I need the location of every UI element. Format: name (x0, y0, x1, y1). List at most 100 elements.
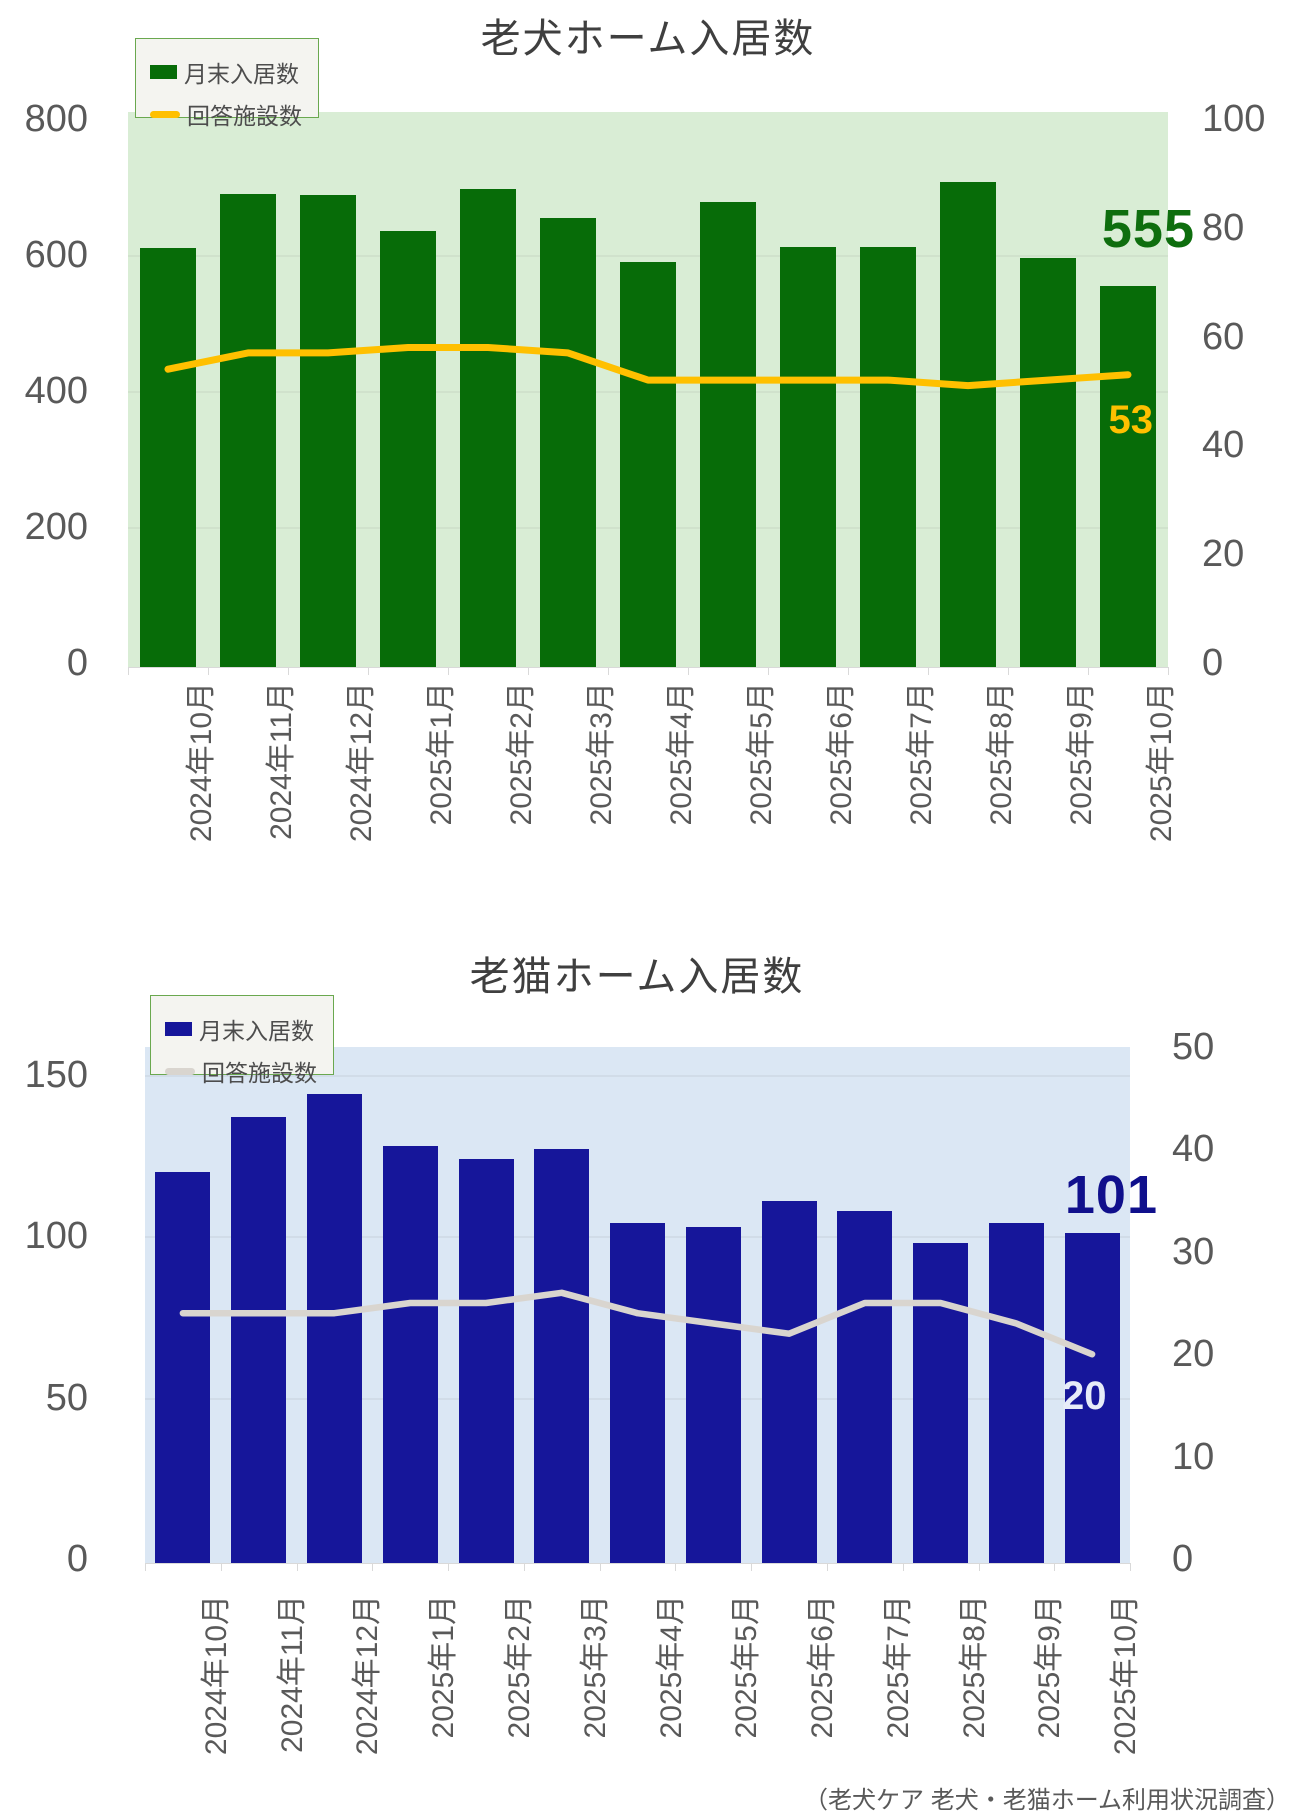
x-axis-category-label: 2024年11月 (275, 1595, 309, 1753)
bar (306, 1094, 362, 1563)
dog-chart-legend: 月末入居数 回答施設数 (135, 38, 319, 129)
x-axis-tick (296, 1563, 298, 1571)
bar (1100, 285, 1156, 667)
bar (140, 248, 196, 667)
x-axis-tick (448, 667, 449, 675)
x-axis-tick (372, 1563, 374, 1571)
right-axis-tick-label: 20 (1202, 533, 1245, 576)
bar (988, 1223, 1044, 1563)
legend-item-line: 回答施設数 (165, 1054, 317, 1088)
x-axis-category-label: 2025年10月 (1145, 682, 1178, 843)
x-axis-category-label: 2025年2月 (503, 1595, 536, 1739)
x-axis-category-label: 2025年1月 (427, 1595, 461, 1739)
right-axis-tick-label: 0 (1202, 642, 1224, 684)
x-axis-category-label: 2024年11月 (265, 682, 298, 840)
x-axis-category-label: 2025年3月 (585, 682, 618, 826)
x-axis-tick (288, 667, 289, 675)
x-axis-category-label: 2024年12月 (351, 1595, 385, 1756)
legend-line-label: 回答施設数 (202, 1060, 317, 1086)
x-axis-category-label: 2024年12月 (345, 682, 378, 843)
bar (913, 1242, 969, 1563)
x-axis-tick (528, 667, 529, 675)
cat-last-line-value-label: 20 (1062, 1374, 1107, 1418)
right-axis-tick-label: 20 (1172, 1333, 1215, 1376)
x-axis-tick (448, 1563, 450, 1571)
x-axis-tick (928, 667, 929, 675)
legend-bar-label: 月末入居数 (199, 1018, 314, 1044)
bar (300, 195, 356, 667)
x-axis-tick (978, 1563, 980, 1571)
right-axis-tick-label: 40 (1172, 1128, 1215, 1171)
bar (860, 246, 916, 667)
dog-last-line-value-label: 53 (1108, 398, 1154, 442)
bar (231, 1116, 287, 1563)
x-axis-tick (608, 667, 609, 675)
bar (685, 1226, 741, 1563)
x-axis-category-label: 2025年4月 (654, 1595, 688, 1739)
left-axis-tick-label: 150 (24, 1054, 88, 1096)
bar (1064, 1233, 1120, 1563)
x-axis-category-label: 2025年7月 (881, 1595, 915, 1739)
cat-chart-legend: 月末入居数 回答施設数 (150, 995, 334, 1086)
line-series-swatch (165, 1067, 195, 1075)
left-axis-tick-label: 0 (66, 642, 88, 684)
facility-count-line (179, 1289, 1096, 1358)
x-axis-tick (688, 667, 689, 675)
legend-item-bar: 月末入居数 (165, 1012, 317, 1046)
facility-count-line (164, 344, 1132, 390)
x-axis-category-label: 2025年6月 (825, 682, 858, 826)
dog-last-bar-value-label: 555 (1101, 199, 1195, 259)
x-axis-tick (145, 1563, 146, 1571)
legend-item-bar: 月末入居数 (150, 55, 302, 89)
bar (700, 202, 756, 667)
x-axis-category-label: 2025年3月 (578, 1595, 612, 1739)
cat-chart-title: 老猫ホーム入居数 (469, 955, 805, 999)
x-axis-category-label: 2025年5月 (730, 1595, 764, 1739)
x-axis-category-label: 2025年8月 (985, 682, 1018, 826)
x-axis-tick (675, 1563, 677, 1571)
bar-series-swatch (165, 1022, 192, 1036)
dog-chart-title: 老犬ホーム入居数 (480, 17, 816, 61)
x-axis-tick (826, 1563, 828, 1571)
x-axis-category-label: 2025年9月 (1065, 682, 1098, 826)
left-axis-tick-label: 0 (66, 1538, 88, 1580)
bar (620, 261, 676, 667)
x-axis-tick (599, 1563, 601, 1571)
right-axis-tick-label: 10 (1172, 1435, 1215, 1478)
right-axis-tick-label: 80 (1202, 206, 1245, 249)
bar (155, 1171, 211, 1563)
x-axis-tick (1054, 1563, 1056, 1571)
x-axis-category-label: 2024年10月 (199, 1595, 233, 1756)
bar (534, 1149, 590, 1563)
x-axis-category-label: 2025年6月 (806, 1595, 839, 1739)
left-axis-tick-label: 50 (45, 1376, 88, 1419)
x-axis-category-label: 2025年4月 (665, 682, 698, 826)
x-axis-tick (220, 1563, 222, 1571)
bar (940, 182, 996, 667)
x-axis-category-label: 2025年7月 (905, 682, 938, 826)
x-axis-tick (1130, 1563, 1131, 1571)
bar (540, 217, 596, 667)
bar (837, 1210, 893, 1563)
left-axis-tick-label: 100 (24, 1215, 88, 1258)
x-axis-tick (208, 667, 209, 675)
bar (220, 193, 276, 667)
x-axis-tick (1088, 667, 1089, 675)
bar (610, 1223, 665, 1563)
legend-line-label: 回答施設数 (187, 103, 302, 129)
x-axis-tick (1008, 667, 1009, 675)
gridline (128, 255, 1168, 257)
x-axis-category-label: 2025年5月 (745, 682, 778, 826)
x-axis-line (145, 1563, 1130, 1564)
bar (780, 246, 836, 667)
cat-last-bar-value-label: 101 (1064, 1165, 1158, 1225)
x-axis-tick (768, 667, 769, 675)
x-axis-category-label: 2025年10月 (1109, 1595, 1143, 1756)
legend-item-line: 回答施設数 (150, 97, 302, 131)
x-axis-tick (902, 1563, 904, 1571)
x-axis-line (128, 667, 1168, 668)
x-axis-tick (368, 667, 369, 675)
x-axis-tick (848, 667, 849, 675)
x-axis-category-label: 2025年8月 (957, 1595, 991, 1739)
